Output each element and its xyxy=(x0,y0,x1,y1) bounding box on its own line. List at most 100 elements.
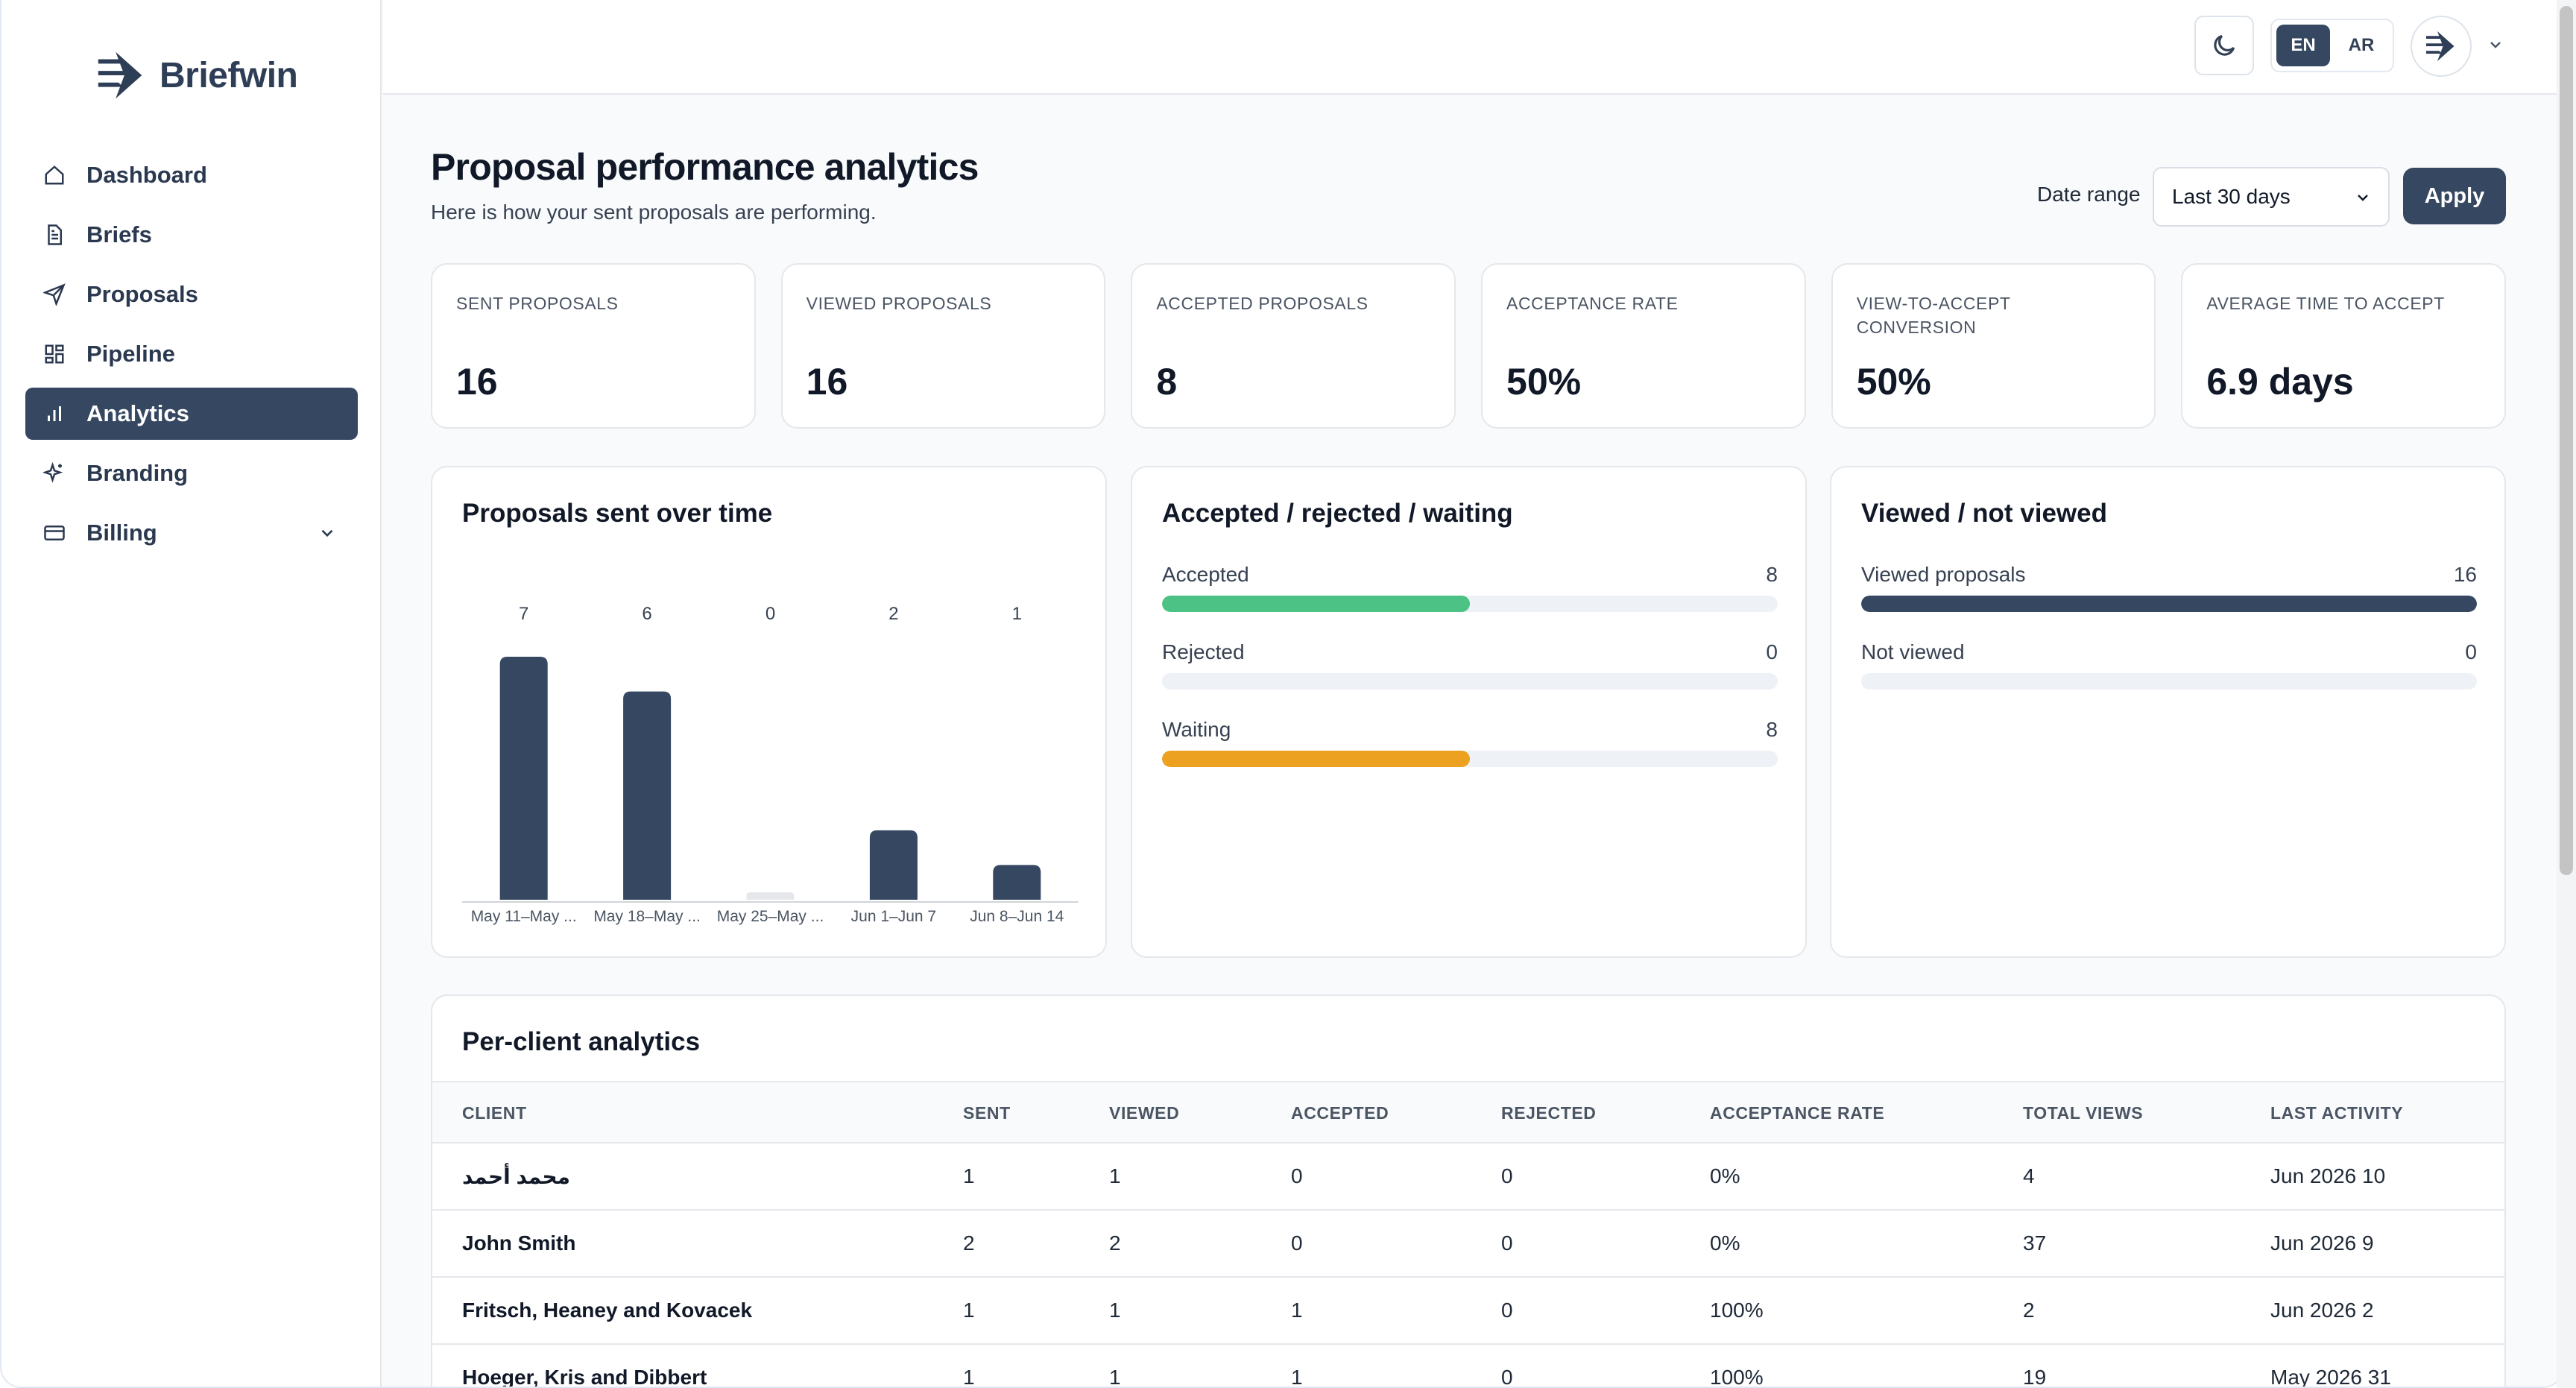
table-cell: 0 xyxy=(1501,1299,1513,1322)
column-header[interactable]: LAST ACTIVITY xyxy=(2270,1103,2404,1123)
client-name-cell: Fritsch, Heaney and Kovacek xyxy=(462,1299,753,1322)
column-header[interactable]: ACCEPTANCE RATE xyxy=(1710,1103,1885,1123)
table-cell: 0% xyxy=(1710,1231,1740,1255)
table-cell: 2 xyxy=(1109,1231,1121,1255)
bar-chart: 7 May 11–May ... 6 May 18–May ... 0 May 25–Ma… xyxy=(462,604,1079,925)
user-avatar[interactable] xyxy=(2411,16,2472,77)
sidebar-item-label: Branding xyxy=(86,460,189,486)
table-cell: Jun 2026 9 xyxy=(2270,1231,2374,1255)
briefwin-avatar-icon xyxy=(2426,31,2455,61)
table-row[interactable]: Fritsch, Heaney and Kovacek 1 1 1 0 100% 2 Jun … xyxy=(432,1278,2504,1345)
language-option-en[interactable]: EN xyxy=(2276,25,2330,66)
table-cell: 100% xyxy=(1710,1299,1764,1322)
moon-icon xyxy=(2214,34,2235,56)
stat-card-acceptance-rate: ACCEPTANCE RATE 50% xyxy=(1481,263,1806,429)
table-cell: 0 xyxy=(1291,1231,1303,1255)
apply-button[interactable]: Apply xyxy=(2403,168,2506,224)
document-icon xyxy=(48,224,62,245)
card-title: Accepted / rejected / waiting xyxy=(1162,499,1513,528)
sidebar-item-label: Proposals xyxy=(86,281,198,307)
progress-row: Rejected 0 xyxy=(1162,640,1778,690)
sidebar-item-pipeline[interactable]: Pipeline xyxy=(25,328,358,380)
x-tick-label: Jun 8–Jun 14 xyxy=(970,908,1064,925)
sidebar-item-briefs[interactable]: Briefs xyxy=(25,209,358,261)
status-breakdown-card: Accepted / rejected / waiting Accepted 8 R… xyxy=(1131,466,1807,958)
sidebar-item-dashboard[interactable]: Dashboard xyxy=(25,149,358,201)
table-cell: 0 xyxy=(1501,1231,1513,1255)
sidebar-nav: Dashboard Briefs Proposals Pipeline Anal… xyxy=(25,149,358,567)
bar-value-label: 6 xyxy=(642,604,651,624)
brand-name: Briefwin xyxy=(160,55,298,95)
stat-card-avg-time: AVERAGE TIME TO ACCEPT 6.9 days xyxy=(2181,263,2507,429)
client-name-cell: John Smith xyxy=(462,1231,576,1255)
stat-cards: SENT PROPOSALS 16 VIEWED PROPOSALS 16 AC… xyxy=(431,263,2507,429)
x-tick-label: May 25–May ... xyxy=(717,908,824,925)
chart-card-proposals-over-time: Proposals sent over time 7 May 11–May ...… xyxy=(431,466,1107,958)
sparkles-icon xyxy=(43,462,63,483)
page-title: Proposal performance analytics xyxy=(431,146,979,188)
progress-row: Waiting 8 xyxy=(1162,718,1778,767)
chart-bar[interactable] xyxy=(993,865,1041,900)
chart-bar[interactable] xyxy=(623,691,672,900)
scrollbar-thumb[interactable] xyxy=(2560,6,2573,875)
progress-track xyxy=(1162,673,1778,690)
stat-card-sent: SENT PROPOSALS 16 xyxy=(431,263,756,429)
column-header[interactable]: TOTAL VIEWS xyxy=(2023,1103,2144,1123)
chevron-down-icon xyxy=(2358,195,2368,201)
grid-icon xyxy=(45,344,64,364)
home-icon xyxy=(45,165,64,185)
stat-value: 16 xyxy=(806,361,848,403)
progress-value: 0 xyxy=(2465,640,2477,663)
progress-label: Viewed proposals xyxy=(1861,563,2026,586)
stat-label: VIEW-TO-ACCEPT CONVERSION xyxy=(1856,294,2011,337)
table-cell: 0 xyxy=(1501,1164,1513,1187)
table-row[interactable]: محمد أحمد 1 1 0 0 0% 4 Jun 2026 10 xyxy=(432,1143,2504,1211)
column-header[interactable]: ACCEPTED xyxy=(1291,1103,1389,1123)
table-cell: 1 xyxy=(1109,1366,1121,1388)
chart-bar[interactable] xyxy=(869,830,918,900)
bar-value-label: 7 xyxy=(519,604,528,624)
table-cell: 0 xyxy=(1291,1164,1303,1187)
sidebar-item-analytics[interactable]: Analytics xyxy=(25,388,358,440)
briefwin-logo-icon xyxy=(98,51,142,99)
table-header: CLIENT SENT VIEWED ACCEPTED REJECTED ACCEPTAN… xyxy=(432,1081,2504,1143)
stat-label: ACCEPTANCE RATE xyxy=(1506,294,1679,313)
progress-fill xyxy=(1861,596,2477,612)
table-row[interactable]: Hoeger, Kris and Dibbert 1 1 1 0 100% 19 May 20… xyxy=(432,1345,2504,1388)
chart-bar[interactable] xyxy=(499,657,548,900)
sidebar-item-billing[interactable]: Billing xyxy=(25,507,358,559)
progress-fill xyxy=(1162,596,1470,612)
viewed-breakdown-card: Viewed / not viewed Viewed proposals 16 No… xyxy=(1830,466,2506,958)
theme-toggle-button[interactable] xyxy=(2194,16,2254,75)
column-header[interactable]: CLIENT xyxy=(462,1103,527,1123)
sidebar: Briefwin Dashboard Briefs Proposals Pipe… xyxy=(1,0,382,1387)
table-cell: May 2026 31 xyxy=(2270,1366,2391,1388)
column-header[interactable]: REJECTED xyxy=(1501,1103,1597,1123)
chart-bar[interactable] xyxy=(746,892,795,900)
sidebar-item-label: Pipeline xyxy=(86,341,175,367)
sidebar-item-branding[interactable]: Branding xyxy=(25,447,358,499)
sidebar-item-label: Analytics xyxy=(86,400,189,426)
progress-track xyxy=(1162,751,1778,767)
table-cell: 0% xyxy=(1710,1164,1740,1187)
date-range-select[interactable]: Last 30 days xyxy=(2153,167,2390,227)
progress-label: Accepted xyxy=(1162,563,1249,586)
stat-label: VIEWED PROPOSALS xyxy=(806,294,992,313)
chevron-down-icon[interactable] xyxy=(318,523,337,543)
table-cell: 1 xyxy=(1109,1164,1121,1187)
language-switcher: EN AR xyxy=(2270,19,2394,72)
stat-value: 6.9 days xyxy=(2206,361,2354,403)
column-header[interactable]: VIEWED xyxy=(1109,1103,1180,1123)
sidebar-item-proposals[interactable]: Proposals xyxy=(25,268,358,321)
table-cell: 1 xyxy=(963,1366,975,1388)
brand-logo[interactable]: Briefwin xyxy=(92,46,298,104)
stat-value: 8 xyxy=(1156,361,1178,403)
stat-card-accepted: ACCEPTED PROPOSALS 8 xyxy=(1131,263,1456,429)
table-row[interactable]: John Smith 2 2 0 0 0% 37 Jun 2026 9 xyxy=(432,1211,2504,1278)
column-header[interactable]: SENT xyxy=(963,1103,1011,1123)
credit-card-icon xyxy=(44,526,65,540)
table-cell: Jun 2026 10 xyxy=(2270,1164,2386,1187)
table-cell: 100% xyxy=(1710,1366,1764,1388)
language-option-ar[interactable]: AR xyxy=(2348,35,2375,55)
chevron-down-icon[interactable] xyxy=(2487,36,2504,54)
